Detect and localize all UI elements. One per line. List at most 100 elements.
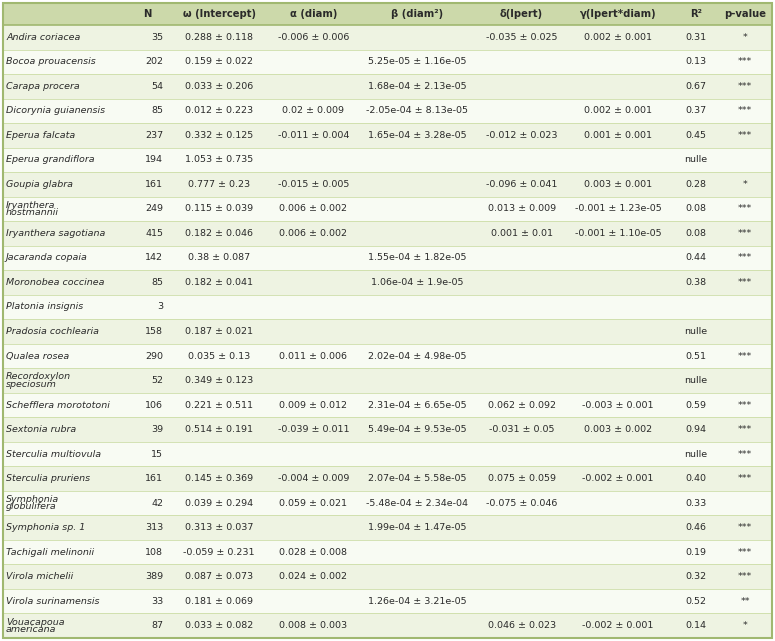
- Bar: [3, 393, 772, 417]
- Text: 0.059 ± 0.021: 0.059 ± 0.021: [279, 499, 347, 508]
- Text: 42: 42: [151, 499, 163, 508]
- Text: 0.31: 0.31: [685, 33, 706, 42]
- Text: -0.012 ± 0.023: -0.012 ± 0.023: [486, 131, 557, 140]
- Text: Iryanthera sagotiana: Iryanthera sagotiana: [6, 229, 105, 238]
- Text: 0.028 ± 0.008: 0.028 ± 0.008: [279, 547, 347, 556]
- Text: 0.181 ± 0.069: 0.181 ± 0.069: [185, 597, 253, 606]
- Text: 0.514 ± 0.191: 0.514 ± 0.191: [185, 425, 253, 434]
- Text: nulle: nulle: [684, 155, 708, 164]
- Text: 0.159 ± 0.022: 0.159 ± 0.022: [185, 57, 253, 66]
- Text: Vouacapoua: Vouacapoua: [6, 617, 64, 626]
- Text: -0.001 ± 1.23e-05: -0.001 ± 1.23e-05: [574, 204, 661, 213]
- Text: ***: ***: [738, 572, 753, 581]
- Text: 0.182 ± 0.046: 0.182 ± 0.046: [185, 229, 253, 238]
- Text: 54: 54: [151, 82, 163, 91]
- Text: -0.002 ± 0.001: -0.002 ± 0.001: [582, 621, 653, 630]
- Text: ***: ***: [738, 106, 753, 115]
- Text: Dicorynia guianensis: Dicorynia guianensis: [6, 106, 105, 115]
- Bar: [3, 271, 772, 295]
- Text: -0.035 ± 0.025: -0.035 ± 0.025: [486, 33, 557, 42]
- Text: ***: ***: [738, 253, 753, 262]
- Text: 5.25e-05 ± 1.16e-05: 5.25e-05 ± 1.16e-05: [368, 57, 467, 66]
- Text: Sextonia rubra: Sextonia rubra: [6, 425, 76, 434]
- Text: *: *: [742, 33, 748, 42]
- Text: 0.44: 0.44: [685, 253, 706, 262]
- Text: 0.67: 0.67: [685, 82, 706, 91]
- Bar: [3, 467, 772, 491]
- Text: 5.49e-04 ± 9.53e-05: 5.49e-04 ± 9.53e-05: [368, 425, 467, 434]
- Text: 0.008 ± 0.003: 0.008 ± 0.003: [279, 621, 347, 630]
- Text: 290: 290: [145, 351, 163, 360]
- Text: americana: americana: [6, 625, 57, 634]
- Text: Pradosia cochlearia: Pradosia cochlearia: [6, 327, 99, 336]
- Bar: [3, 49, 772, 74]
- Text: 0.011 ± 0.006: 0.011 ± 0.006: [279, 351, 347, 360]
- Text: 1.68e-04 ± 2.13e-05: 1.68e-04 ± 2.13e-05: [368, 82, 467, 91]
- Text: 0.062 ± 0.092: 0.062 ± 0.092: [487, 401, 556, 410]
- Text: Tachigali melinonii: Tachigali melinonii: [6, 547, 94, 556]
- Text: β (diam²): β (diam²): [391, 9, 443, 19]
- Text: 0.013 ± 0.009: 0.013 ± 0.009: [487, 204, 556, 213]
- Bar: [3, 172, 772, 197]
- Bar: [3, 25, 772, 49]
- Text: 0.024 ± 0.002: 0.024 ± 0.002: [279, 572, 347, 581]
- Text: δ(Ipert): δ(Ipert): [500, 9, 543, 19]
- Text: 0.19: 0.19: [685, 547, 706, 556]
- Text: Virola michelii: Virola michelii: [6, 572, 74, 581]
- Text: 158: 158: [145, 327, 163, 336]
- Text: 0.52: 0.52: [685, 597, 706, 606]
- Text: Sterculia multiovula: Sterculia multiovula: [6, 449, 101, 458]
- Text: R²: R²: [690, 9, 701, 19]
- Bar: [3, 515, 772, 540]
- Text: 0.012 ± 0.223: 0.012 ± 0.223: [185, 106, 253, 115]
- Text: Eperua grandiflora: Eperua grandiflora: [6, 155, 95, 164]
- Text: 106: 106: [145, 401, 163, 410]
- Text: *: *: [742, 621, 748, 630]
- Bar: [3, 369, 772, 393]
- Text: **: **: [740, 597, 750, 606]
- Text: 15: 15: [151, 449, 163, 458]
- Bar: [3, 99, 772, 123]
- Text: Symphonia: Symphonia: [6, 495, 59, 504]
- Text: 0.003 ± 0.002: 0.003 ± 0.002: [584, 425, 652, 434]
- Text: 0.145 ± 0.369: 0.145 ± 0.369: [185, 474, 253, 483]
- Text: ***: ***: [738, 229, 753, 238]
- Text: ***: ***: [738, 278, 753, 287]
- Text: 52: 52: [151, 376, 163, 385]
- Text: 0.59: 0.59: [685, 401, 706, 410]
- Bar: [3, 147, 772, 172]
- Text: 161: 161: [145, 474, 163, 483]
- Text: 0.51: 0.51: [685, 351, 706, 360]
- Text: 313: 313: [145, 523, 163, 532]
- Text: Moronobea coccinea: Moronobea coccinea: [6, 278, 105, 287]
- Text: 85: 85: [151, 278, 163, 287]
- Text: 0.046 ± 0.023: 0.046 ± 0.023: [487, 621, 556, 630]
- Text: Iryanthera: Iryanthera: [6, 201, 56, 210]
- Bar: [3, 197, 772, 221]
- Text: ***: ***: [738, 401, 753, 410]
- Text: Andira coriacea: Andira coriacea: [6, 33, 81, 42]
- Text: Qualea rosea: Qualea rosea: [6, 351, 69, 360]
- Text: 0.38 ± 0.087: 0.38 ± 0.087: [188, 253, 250, 262]
- Text: Bocoa prouacensis: Bocoa prouacensis: [6, 57, 96, 66]
- Text: -0.011 ± 0.004: -0.011 ± 0.004: [277, 131, 349, 140]
- Text: Symphonia sp. 1: Symphonia sp. 1: [6, 523, 85, 532]
- Text: 0.45: 0.45: [685, 131, 706, 140]
- Bar: [3, 221, 772, 246]
- Bar: [3, 344, 772, 369]
- Text: 0.02 ± 0.009: 0.02 ± 0.009: [282, 106, 344, 115]
- Text: 0.313 ± 0.037: 0.313 ± 0.037: [185, 523, 253, 532]
- Text: 0.349 ± 0.123: 0.349 ± 0.123: [185, 376, 253, 385]
- Text: 0.001 ± 0.001: 0.001 ± 0.001: [584, 131, 652, 140]
- Text: nulle: nulle: [684, 449, 708, 458]
- Text: 2.02e-04 ± 4.98e-05: 2.02e-04 ± 4.98e-05: [368, 351, 467, 360]
- Text: p-value: p-value: [724, 9, 766, 19]
- Text: -0.059 ± 0.231: -0.059 ± 0.231: [184, 547, 255, 556]
- Text: ***: ***: [738, 204, 753, 213]
- Text: 0.40: 0.40: [685, 474, 706, 483]
- Text: Carapa procera: Carapa procera: [6, 82, 80, 91]
- Text: -0.001 ± 1.10e-05: -0.001 ± 1.10e-05: [574, 229, 661, 238]
- Bar: [3, 540, 772, 565]
- Text: -0.096 ± 0.041: -0.096 ± 0.041: [486, 180, 557, 189]
- Text: 0.035 ± 0.13: 0.035 ± 0.13: [188, 351, 250, 360]
